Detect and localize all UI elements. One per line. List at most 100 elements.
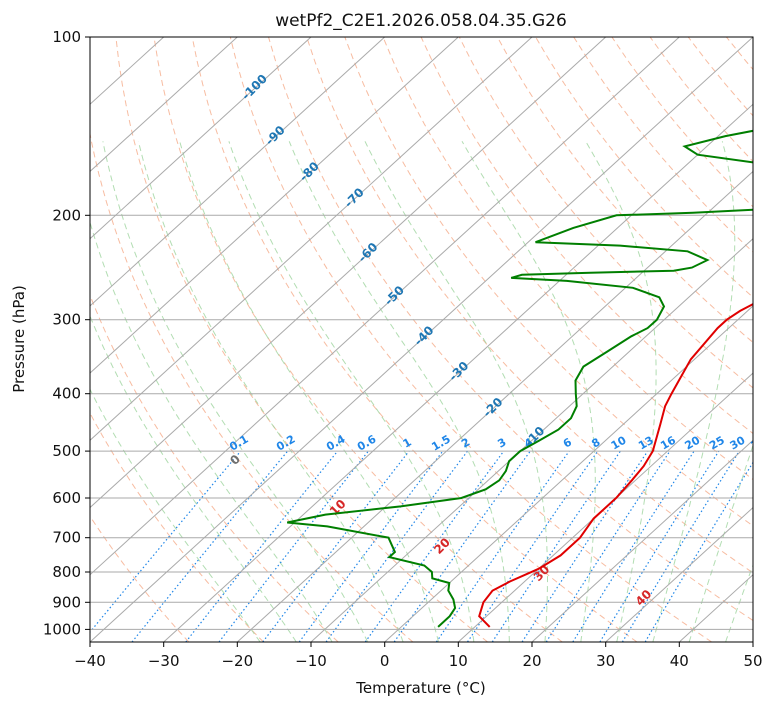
- moist-adiabat: [288, 141, 510, 642]
- isotherm-label: -60: [355, 240, 380, 265]
- x-tick-label: 50: [743, 652, 762, 670]
- dry-adiabat: [611, 37, 753, 208]
- x-tick-label: 20: [522, 652, 541, 670]
- isotherm-line: [457, 372, 753, 642]
- mixing-ratio-line: [545, 450, 671, 642]
- temperature-line: [478, 303, 753, 628]
- dry-adiabat: [382, 37, 753, 481]
- dry-adiabat-label: 20: [431, 535, 453, 557]
- dry-adiabat: [191, 37, 638, 642]
- plot-frame: [89, 36, 754, 643]
- moist-adiabat: [652, 141, 736, 642]
- isotherm-line: [90, 37, 533, 442]
- mixing-ratio-line: [185, 450, 339, 642]
- mixing-ratio-label: 1: [401, 436, 414, 451]
- y-tick-label: 100: [52, 28, 81, 46]
- isotherm-line: [90, 37, 386, 307]
- dry-adiabat: [153, 37, 563, 642]
- moist-adiabat: [364, 141, 548, 642]
- mixing-ratio-line: [572, 450, 695, 642]
- mixing-ratio-label: 10: [609, 433, 629, 452]
- moist-adiabat: [90, 314, 297, 642]
- mixing-ratio-label: 0.1: [227, 433, 250, 454]
- isotherm-line: [163, 103, 753, 642]
- dry-adiabat: [90, 412, 264, 642]
- mixing-ratio-line: [466, 450, 599, 642]
- x-tick-label: −20: [221, 652, 253, 670]
- dry-adiabat-label: 0: [227, 452, 243, 468]
- moist-adiabats: [90, 141, 753, 642]
- moist-adiabat: [90, 220, 333, 642]
- dry-adiabat: [344, 37, 753, 527]
- y-tick-label: 600: [52, 489, 81, 507]
- y-tick-label: 400: [52, 385, 81, 403]
- x-tick-label: 0: [380, 652, 390, 670]
- y-tick-label: 700: [52, 529, 81, 547]
- y-tick-label: 800: [52, 563, 81, 581]
- dewpoint-line: [286, 129, 753, 628]
- chart-title: wetPf2_C2E1.2026.058.04.35.G26: [275, 11, 567, 31]
- dry-adiabat: [535, 37, 753, 298]
- isotherm-line: [90, 37, 459, 374]
- mixing-ratio-label: 25: [707, 434, 727, 453]
- mixing-ratio-lines: [90, 450, 753, 642]
- isotherm-line: [310, 237, 753, 642]
- dry-adiabat-label: 40: [633, 587, 655, 609]
- x-axis-label: Temperature (°C): [355, 679, 485, 697]
- dry-adiabat-label: 30: [531, 562, 553, 584]
- moist-adiabat: [179, 141, 439, 642]
- x-tick-label: 10: [449, 652, 468, 670]
- profiles: [286, 129, 753, 628]
- isotherm-line: [236, 170, 753, 642]
- dry-adiabat: [268, 37, 753, 622]
- isotherm-label: -100: [239, 72, 270, 103]
- isotherm-line: [90, 37, 238, 173]
- isotherms: [90, 37, 753, 642]
- mixing-ratio-label: 16: [658, 433, 678, 452]
- dry-adiabat: [90, 515, 190, 642]
- mixing-ratio-line: [131, 450, 289, 642]
- y-axis-label: Pressure (hPa): [10, 285, 28, 393]
- y-tick-label: 900: [52, 593, 81, 611]
- mixing-ratio-label: 6: [561, 435, 574, 450]
- plot-area: 0.1 0.2 0.4 0.6 1 1.5 2 3 4 6 8 10 13 16 20 25 30 36-100-…: [90, 37, 768, 642]
- isotherm-line: [90, 37, 753, 642]
- mixing-ratio-line: [262, 450, 410, 642]
- mixing-ratio-label: 20: [682, 433, 702, 452]
- y-tick-label: 200: [52, 206, 81, 224]
- dry-adiabat: [115, 37, 488, 642]
- x-tick-label: −10: [295, 652, 327, 670]
- x-tick-label: −30: [148, 652, 180, 670]
- mixing-ratio-label: 1.5: [429, 433, 452, 454]
- dry-adiabat: [420, 37, 753, 435]
- y-tick-label: 300: [52, 311, 81, 329]
- x-tick-label: −40: [74, 652, 106, 670]
- mixing-ratio-label: 30: [728, 433, 748, 452]
- mixing-ratio-label: 0.6: [355, 432, 379, 453]
- isotherm-line: [90, 37, 607, 509]
- mixing-ratio-line: [218, 450, 369, 642]
- dry-adiabat: [726, 37, 753, 71]
- mixing-ratio-line: [325, 450, 468, 642]
- mixing-ratio-label: 3: [495, 436, 508, 451]
- x-tick-label: 30: [596, 652, 615, 670]
- isotherm-line: [531, 439, 753, 642]
- y-axis: 1000 900 800 700 600 500 400 300 200 100: [43, 28, 90, 638]
- mixing-ratio-line: [621, 450, 740, 642]
- dry-adiabat: [306, 37, 753, 574]
- pressure-grid: [90, 37, 753, 630]
- mixing-ratio-line: [491, 450, 621, 642]
- isotherm-line: [752, 641, 753, 642]
- mixing-ratio-label: 36: [748, 433, 768, 452]
- dry-adiabat: [496, 37, 753, 344]
- dry-adiabat: [573, 37, 753, 253]
- x-tick-label: 40: [670, 652, 689, 670]
- isotherm-line: [90, 37, 312, 240]
- mixing-ratio-line: [90, 450, 242, 633]
- moist-adiabat: [585, 141, 657, 642]
- line-labels: 0.1 0.2 0.4 0.6 1 1.5 2 3 4 6 8 10 13 16 20 25 30 36-100-…: [227, 72, 768, 609]
- mixing-ratio-label: 2: [459, 436, 472, 451]
- isotherm-line: [605, 506, 753, 642]
- dry-adiabat: [229, 37, 712, 642]
- dry-adiabat: [90, 131, 414, 642]
